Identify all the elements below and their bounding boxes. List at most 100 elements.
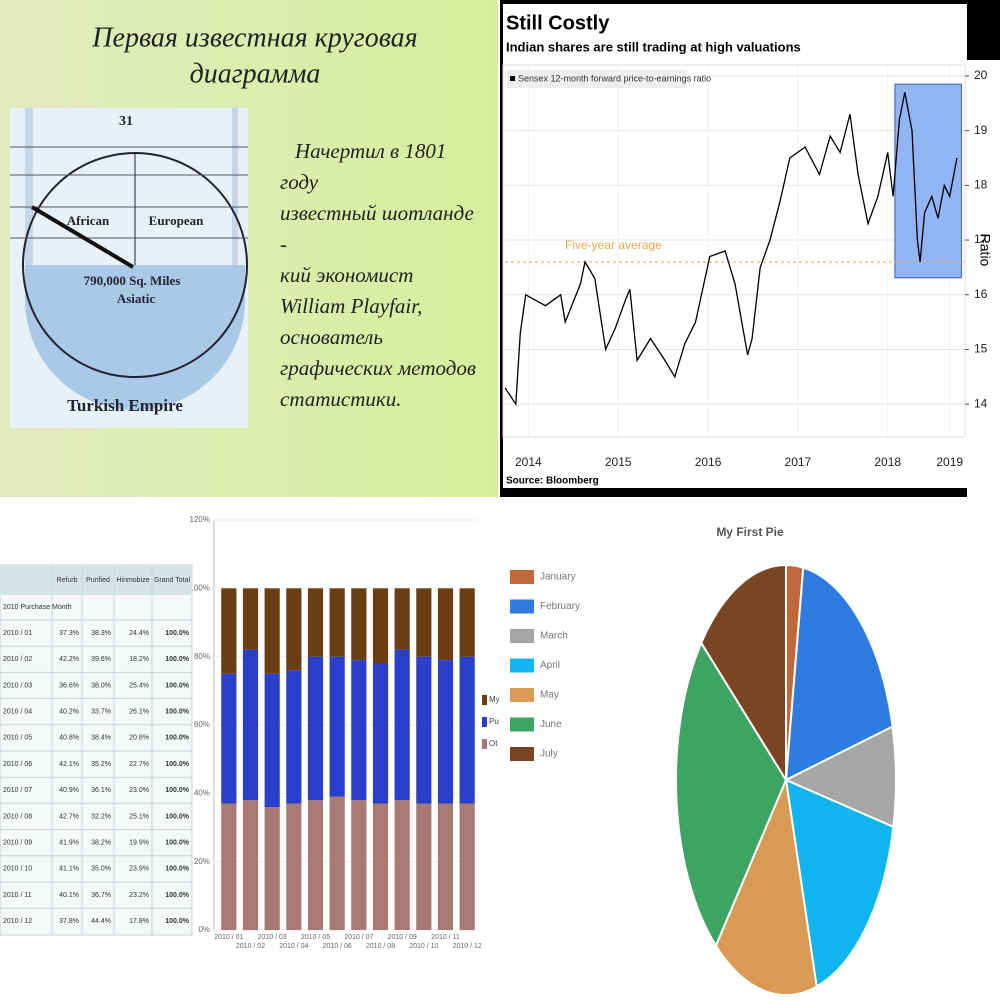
legend-label: My bbox=[489, 695, 500, 704]
slide-title: диаграмма bbox=[190, 58, 321, 89]
table-cell: 38.3% bbox=[91, 630, 111, 637]
legend-swatch bbox=[482, 739, 487, 749]
bar-segment bbox=[394, 800, 410, 930]
bar-segment bbox=[372, 663, 389, 804]
table-cell: 36.7% bbox=[91, 892, 111, 899]
table-cell: 41.9% bbox=[59, 840, 79, 847]
table-cell: 23.9% bbox=[129, 866, 149, 873]
table-cell: 36.6% bbox=[59, 682, 79, 689]
table-cell: 100.0% bbox=[165, 682, 190, 689]
y-tick-label: 0% bbox=[198, 925, 210, 934]
legend-swatch bbox=[482, 717, 487, 727]
table-cell: 35.2% bbox=[91, 761, 111, 768]
slide-title: Первая известная круговая bbox=[91, 22, 417, 53]
table-header: Refurb bbox=[56, 577, 77, 584]
table-cell: 35.0% bbox=[91, 866, 111, 873]
x-tick-label: 2014 bbox=[515, 455, 542, 469]
table-cell: 2010 / 09 bbox=[3, 840, 32, 847]
figure-label: Turkish Empire bbox=[67, 396, 183, 415]
table-cell: 100.0% bbox=[165, 630, 190, 637]
y-tick-label: 15 bbox=[974, 342, 988, 356]
pie-slice bbox=[783, 725, 897, 829]
pie-slice bbox=[700, 563, 787, 784]
bar-segment bbox=[242, 588, 259, 650]
table-cell: 39.6% bbox=[91, 656, 111, 663]
figure-label: 790,000 Sq. Miles bbox=[84, 273, 181, 288]
slide-text: основатель bbox=[280, 325, 383, 349]
x-tick-label: 2010 / 07 bbox=[344, 934, 373, 941]
table-cell: 22.7% bbox=[129, 761, 149, 768]
table-cell: 42.2% bbox=[59, 656, 79, 663]
bar-segment bbox=[437, 588, 454, 661]
table-cell: 40.2% bbox=[59, 709, 79, 716]
pie-slice bbox=[784, 778, 895, 989]
figure-radius bbox=[30, 205, 135, 269]
table-cell: 2010 / 02 bbox=[3, 656, 32, 663]
slide-text: статистики. bbox=[280, 387, 401, 411]
table-cell: 23.0% bbox=[129, 787, 149, 794]
x-tick-label: 2010 / 04 bbox=[279, 943, 308, 950]
legend-swatch bbox=[510, 599, 534, 614]
bar-segment bbox=[416, 656, 432, 804]
x-tick-label: 2010 / 05 bbox=[301, 934, 330, 941]
pie-slice bbox=[675, 640, 788, 948]
table-cell: 36.1% bbox=[91, 787, 111, 794]
bar-segment bbox=[286, 803, 302, 930]
table-cell: 32.2% bbox=[91, 813, 111, 820]
y-tick-label: 40% bbox=[194, 788, 210, 797]
table-cell: 100.0% bbox=[165, 735, 190, 742]
pie-slice bbox=[784, 566, 894, 782]
legend-swatch bbox=[510, 76, 515, 81]
table-cell: 38.0% bbox=[91, 682, 111, 689]
bar-segment bbox=[221, 803, 237, 930]
table-cell: 100.0% bbox=[165, 840, 190, 847]
table-cell: 26.1% bbox=[129, 709, 149, 716]
table-header-bg bbox=[0, 565, 192, 595]
bar-segment bbox=[329, 656, 345, 797]
x-tick-label: 2010 / 01 bbox=[214, 934, 243, 941]
legend-swatch bbox=[510, 688, 534, 702]
table-cell: 40.1% bbox=[59, 892, 79, 899]
legend-label: July bbox=[540, 749, 558, 760]
table-cell: 2010 / 03 bbox=[3, 682, 32, 689]
bar-segment bbox=[307, 800, 324, 930]
x-tick-label: 2016 bbox=[695, 455, 722, 469]
table-cell: 2010 / 12 bbox=[3, 918, 32, 925]
bar-segment bbox=[242, 800, 259, 930]
data-line bbox=[504, 92, 958, 407]
table-header: Purified bbox=[86, 577, 110, 584]
slide-text: William Playfair, bbox=[280, 294, 422, 318]
table-cell: 100.0% bbox=[165, 709, 190, 716]
table-cell: 24.4% bbox=[129, 630, 149, 637]
figure-label: Asiatic bbox=[117, 291, 156, 306]
table-cell: 100.0% bbox=[165, 787, 190, 794]
bar-segment bbox=[437, 803, 454, 930]
legend-swatch bbox=[510, 658, 534, 673]
bar-segment bbox=[351, 660, 367, 801]
slide-text: графических методов bbox=[280, 356, 476, 380]
bar-segment bbox=[242, 649, 259, 801]
x-tick-label: 2010 / 02 bbox=[236, 943, 265, 950]
legend-swatch bbox=[482, 695, 487, 705]
legend-label: April bbox=[540, 660, 560, 671]
slide-text: Начертил в 1801 bbox=[294, 139, 446, 163]
y-tick-label: 100% bbox=[190, 583, 210, 592]
table-cell: 42.1% bbox=[59, 761, 79, 768]
table-cell: 41.1% bbox=[59, 866, 79, 873]
table-cell: 19.9% bbox=[129, 840, 149, 847]
legend-label: Ot bbox=[489, 739, 498, 748]
table-group: 2010 Purchase Month bbox=[3, 604, 72, 611]
y-tick-label: 19 bbox=[974, 123, 988, 137]
table-cell: 38.4% bbox=[91, 735, 111, 742]
table-cell: 100.0% bbox=[165, 761, 190, 768]
bar-segment bbox=[372, 588, 389, 664]
legend-swatch bbox=[510, 629, 534, 643]
bar-segment bbox=[286, 670, 302, 804]
y-tick-label: 20 bbox=[974, 68, 988, 82]
bar-segment bbox=[416, 588, 432, 657]
x-tick-label: 2017 bbox=[785, 455, 812, 469]
table-header: Hinmobize bbox=[116, 577, 149, 584]
y-tick-label: 16 bbox=[974, 287, 988, 301]
chart-title: Still Costly bbox=[506, 12, 610, 34]
